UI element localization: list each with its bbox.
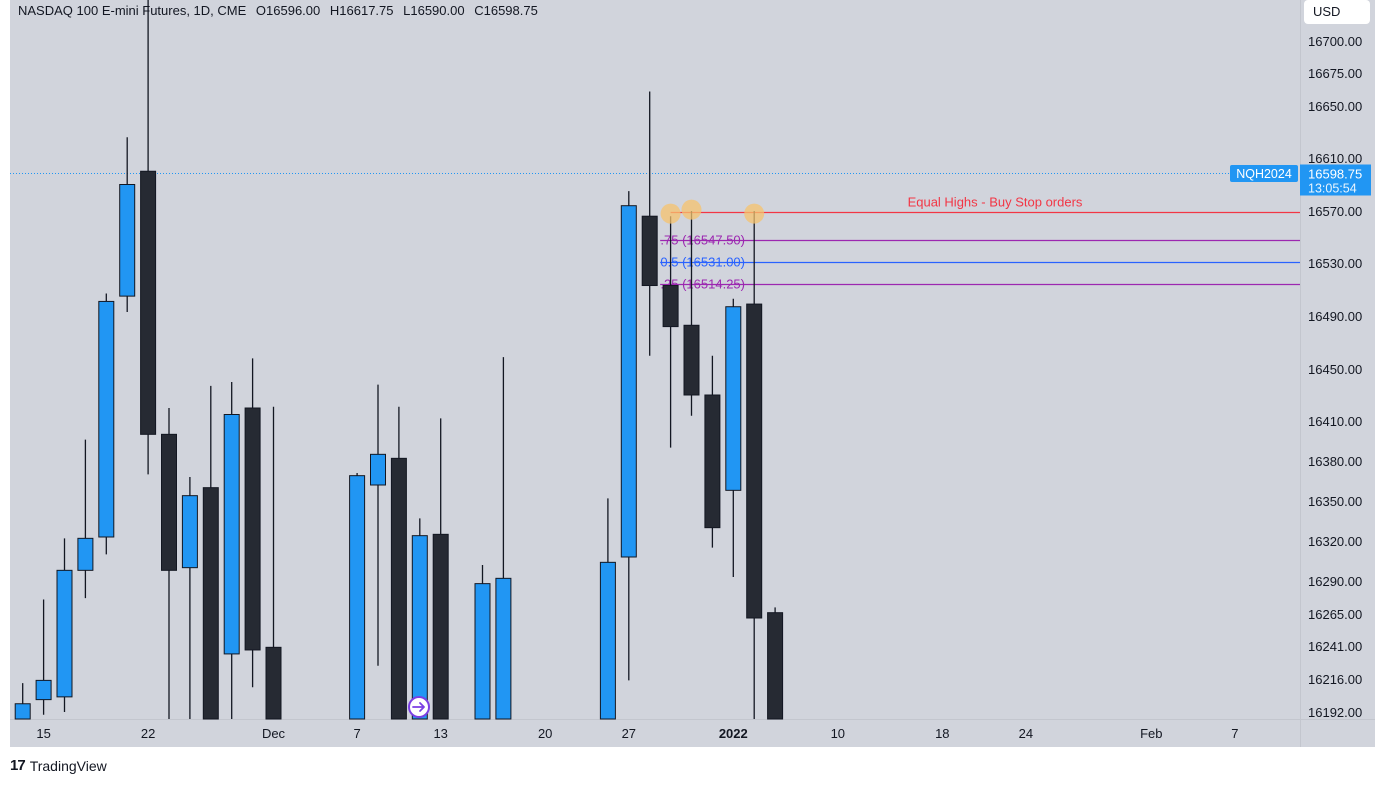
time-tick-label: 7 bbox=[1231, 726, 1238, 741]
price-tick-label: 16490.00 bbox=[1308, 309, 1362, 324]
candle-body bbox=[390, 457, 407, 720]
candle-body bbox=[495, 577, 512, 720]
badge-symbol-bg bbox=[1230, 165, 1298, 182]
time-tick-label: 2022 bbox=[719, 726, 748, 741]
badge-price-bg bbox=[1300, 164, 1371, 196]
badge-countdown: 13:05:54 bbox=[1308, 182, 1357, 196]
candle-body bbox=[265, 646, 282, 720]
fib-025-label: .25 (16514.25) bbox=[660, 277, 745, 292]
time-tick-label: 24 bbox=[1019, 726, 1033, 741]
time-tick-label: 10 bbox=[831, 726, 845, 741]
candle-body bbox=[725, 306, 742, 491]
time-tick-label: 20 bbox=[538, 726, 552, 741]
time-tick-label: 15 bbox=[36, 726, 50, 741]
price-tick-label: 16610.00 bbox=[1308, 151, 1362, 166]
price-tick-label: 16530.00 bbox=[1308, 256, 1362, 271]
candle-body bbox=[620, 205, 637, 558]
candle-body bbox=[56, 569, 73, 698]
tradingview-logo-icon: 17 bbox=[10, 757, 26, 774]
badge-price: 16598.75 bbox=[1308, 167, 1362, 182]
price-axis-labels: 16192.00 16216.00 16241.00 16265.00 16290.00… bbox=[1308, 34, 1362, 720]
price-tick-label: 16265.00 bbox=[1308, 607, 1362, 622]
replay-icon-arrow bbox=[412, 702, 425, 712]
candle-body bbox=[411, 535, 428, 720]
candle-body bbox=[704, 394, 721, 529]
candle-body bbox=[223, 414, 240, 655]
time-tick-label: 18 bbox=[935, 726, 949, 741]
highlight-markers bbox=[660, 199, 765, 224]
price-tick-label: 16700.00 bbox=[1308, 34, 1362, 49]
ohlc-low: L16590.00 bbox=[403, 3, 465, 18]
candle-body bbox=[662, 285, 679, 328]
price-tick-label: 16216.00 bbox=[1308, 672, 1362, 687]
horizontal-levels: Equal Highs - Buy Stop orders .75 (16547.… bbox=[660, 195, 1300, 292]
tradingview-logo-text: TradingView bbox=[29, 757, 107, 774]
tradingview-logo[interactable]: 17 TradingView bbox=[10, 757, 107, 774]
time-axis-labels: 15 22 Dec 7 13 20 27 2022 10 18 24 Feb 7 bbox=[36, 726, 1238, 741]
time-tick-label: 22 bbox=[141, 726, 155, 741]
candle-body bbox=[35, 679, 52, 701]
candle-body bbox=[474, 583, 491, 720]
price-tick-label: 16350.00 bbox=[1308, 494, 1362, 509]
candle-body bbox=[140, 170, 157, 435]
time-axis-background[interactable] bbox=[10, 719, 1375, 747]
candle-body bbox=[370, 453, 386, 486]
price-tick-label: 16675.00 bbox=[1308, 66, 1362, 81]
fib-075-label: .75 (16547.50) bbox=[660, 233, 745, 248]
ohlc-high: H16617.75 bbox=[329, 3, 394, 18]
price-tick-label: 16570.00 bbox=[1308, 204, 1362, 219]
candle-body bbox=[98, 300, 115, 538]
price-tick-label: 16380.00 bbox=[1308, 454, 1362, 469]
candle-body bbox=[14, 703, 31, 720]
time-tick-label: 13 bbox=[433, 726, 447, 741]
price-tick-label: 16450.00 bbox=[1308, 362, 1362, 377]
price-tick-label: 16241.00 bbox=[1308, 639, 1362, 654]
time-tick-label: 27 bbox=[622, 726, 636, 741]
price-tick-label: 16410.00 bbox=[1308, 414, 1362, 429]
ohlc-close: C16598.75 bbox=[474, 3, 538, 18]
candle-body bbox=[202, 487, 219, 720]
currency-button[interactable]: USD bbox=[1304, 0, 1370, 24]
candle-body bbox=[77, 537, 94, 571]
candle-body bbox=[161, 433, 177, 571]
price-tick-label: 16192.00 bbox=[1308, 705, 1362, 720]
highlight-marker bbox=[681, 199, 702, 220]
time-tick-label: Dec bbox=[262, 726, 286, 741]
price-tick-label: 16650.00 bbox=[1308, 99, 1362, 114]
symbol-title[interactable]: NASDAQ 100 E-mini Futures, 1D, CME bbox=[18, 3, 247, 18]
highlight-marker bbox=[744, 203, 765, 224]
time-tick-label: 7 bbox=[353, 726, 360, 741]
price-tick-label: 16290.00 bbox=[1308, 574, 1362, 589]
candle-body bbox=[767, 612, 784, 720]
price-tick-label: 16320.00 bbox=[1308, 534, 1362, 549]
time-tick-label: Feb bbox=[1140, 726, 1162, 741]
candle-body bbox=[432, 533, 449, 720]
candle-body bbox=[683, 324, 700, 396]
badge-symbol: NQH2024 bbox=[1236, 167, 1292, 181]
candle-body bbox=[244, 407, 261, 651]
candle-body bbox=[641, 215, 658, 287]
candle-body bbox=[599, 561, 616, 720]
candle-body bbox=[119, 184, 136, 297]
ohlc-open: O16596.00 bbox=[255, 3, 321, 18]
legend-header: NASDAQ 100 E-mini Futures, 1D, CME O1659… bbox=[18, 3, 544, 18]
equal-highs-label: Equal Highs - Buy Stop orders bbox=[908, 195, 1083, 210]
candle-body bbox=[746, 303, 763, 619]
price-axis-background[interactable] bbox=[1300, 0, 1375, 747]
highlight-marker bbox=[660, 203, 681, 224]
last-price-badge: NQH2024 16598.75 13:05:54 bbox=[1230, 164, 1371, 196]
fib-05-label: 0.5 (16531.00) bbox=[660, 255, 745, 270]
candles bbox=[14, 0, 784, 720]
replay-icon[interactable] bbox=[408, 696, 430, 718]
candle-body bbox=[349, 475, 366, 720]
candle-body bbox=[181, 495, 198, 569]
